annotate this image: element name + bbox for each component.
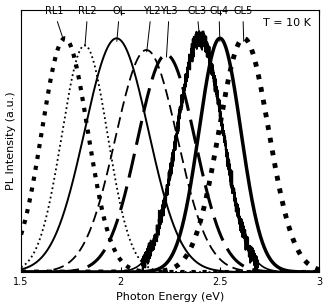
Text: GL4: GL4 <box>209 6 229 41</box>
Text: YL2: YL2 <box>143 6 160 52</box>
X-axis label: Photon Energy (eV): Photon Energy (eV) <box>116 292 224 302</box>
Text: T = 10 K: T = 10 K <box>262 18 310 28</box>
Text: OL: OL <box>113 6 126 41</box>
Text: RL2: RL2 <box>78 6 97 46</box>
Text: RL1: RL1 <box>45 6 64 42</box>
Text: GL5: GL5 <box>233 6 253 41</box>
Text: YL3: YL3 <box>160 6 178 57</box>
Text: GL3: GL3 <box>188 6 207 41</box>
Y-axis label: PL Intensity (a.u.): PL Intensity (a.u.) <box>6 92 15 190</box>
